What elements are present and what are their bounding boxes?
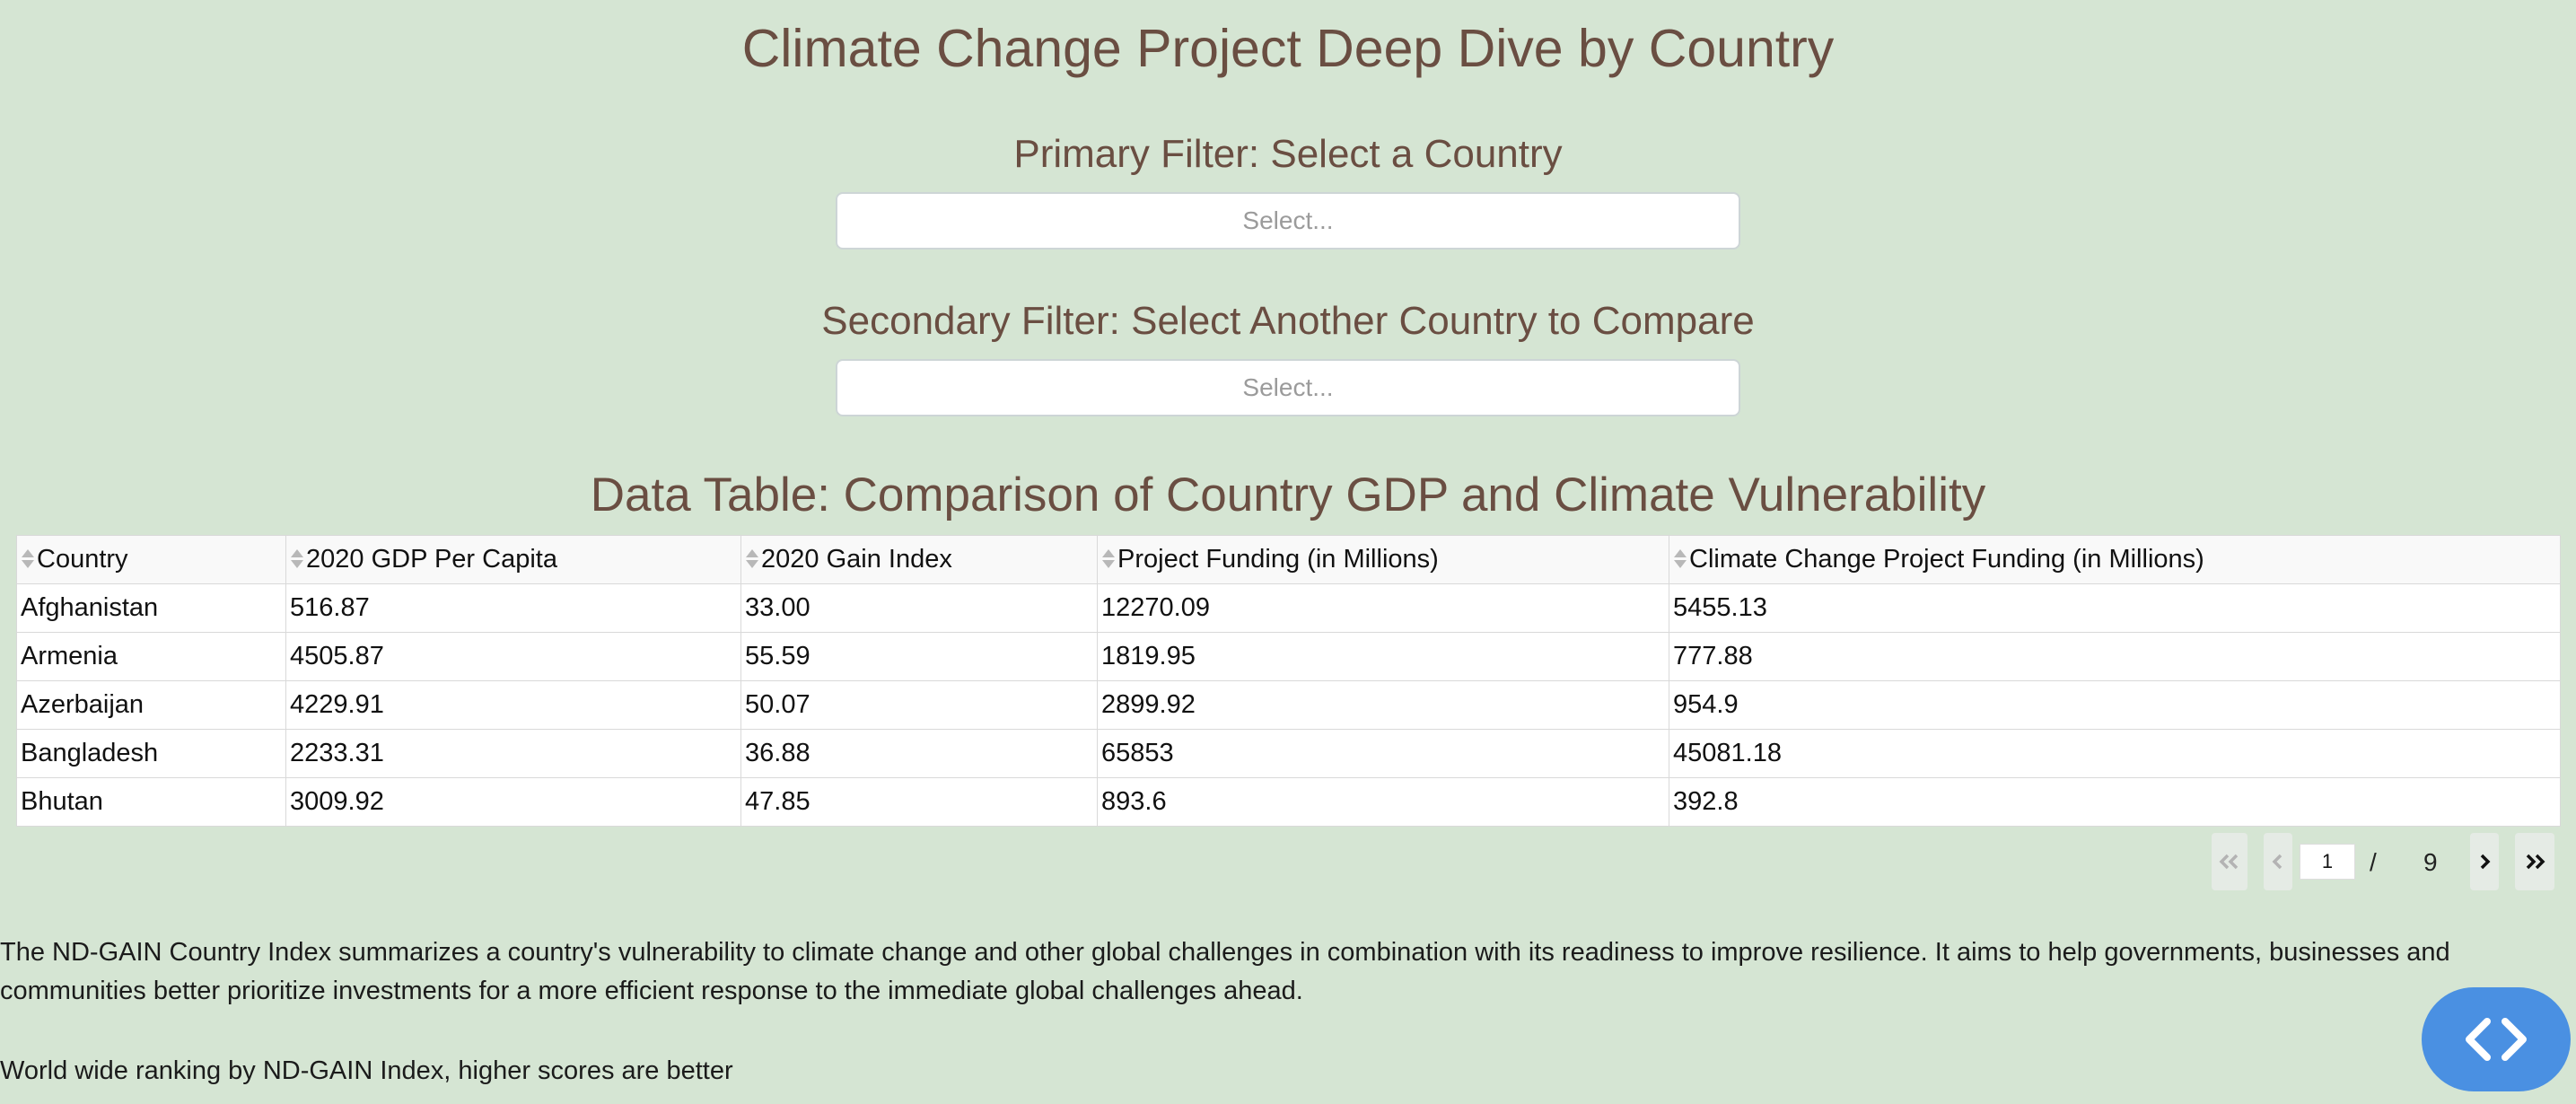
next-page-icon <box>2480 854 2491 870</box>
column-header-label: Country <box>37 545 128 574</box>
column-header-label: 2020 GDP Per Capita <box>306 545 557 574</box>
nd-gain-description: The ND-GAIN Country Index summarizes a c… <box>0 938 2450 1005</box>
page-separator: / <box>2370 848 2377 876</box>
cell-project-funding: 65853 <box>1097 729 1669 778</box>
secondary-country-select[interactable]: Select... <box>836 359 1740 416</box>
last-page-icon <box>2526 854 2545 870</box>
data-table: Country 2020 GDP Per Capita 2020 Gain In… <box>16 535 2561 827</box>
table-header-row: Country 2020 GDP Per Capita 2020 Gain In… <box>16 535 2561 584</box>
secondary-select-placeholder: Select... <box>1242 373 1334 401</box>
previous-page-button[interactable] <box>2264 833 2292 890</box>
last-page-button[interactable] <box>2515 833 2554 890</box>
column-header-country[interactable]: Country <box>16 535 286 584</box>
first-page-button[interactable] <box>2212 833 2247 890</box>
column-header-label: Project Funding (in Millions) <box>1117 545 1439 574</box>
table-row: Bhutan 3009.92 47.85 893.6 392.8 <box>16 777 2561 827</box>
cell-gdp: 2233.31 <box>285 729 741 778</box>
cell-project-funding: 1819.95 <box>1097 632 1669 681</box>
cell-project-funding: 893.6 <box>1097 777 1669 827</box>
cell-climate-funding: 45081.18 <box>1669 729 2561 778</box>
sort-icon[interactable] <box>1101 549 1116 569</box>
cell-gdp: 4229.91 <box>285 680 741 730</box>
column-header-project-funding[interactable]: Project Funding (in Millions) <box>1097 535 1669 584</box>
secondary-filter-label: Secondary Filter: Select Another Country… <box>821 299 1755 343</box>
first-page-icon <box>2219 854 2239 870</box>
code-brackets-icon <box>2466 1018 2527 1061</box>
cell-gdp: 516.87 <box>285 583 741 633</box>
current-page-input[interactable] <box>2300 844 2355 880</box>
previous-page-icon <box>2272 854 2282 870</box>
debug-menu-button[interactable] <box>2422 987 2571 1091</box>
sort-icon[interactable] <box>290 549 304 569</box>
column-header-climate-funding[interactable]: Climate Change Project Funding (in Milli… <box>1669 535 2561 584</box>
cell-project-funding: 2899.92 <box>1097 680 1669 730</box>
cell-climate-funding: 954.9 <box>1669 680 2561 730</box>
cell-gain-index: 47.85 <box>740 777 1098 827</box>
table-row: Afghanistan 516.87 33.00 12270.09 5455.1… <box>16 583 2561 633</box>
sort-icon[interactable] <box>21 549 35 569</box>
cell-gain-index: 50.07 <box>740 680 1098 730</box>
cell-gdp: 4505.87 <box>285 632 741 681</box>
cell-project-funding: 12270.09 <box>1097 583 1669 633</box>
cell-gain-index: 55.59 <box>740 632 1098 681</box>
primary-select-placeholder: Select... <box>1242 206 1334 234</box>
cell-gain-index: 33.00 <box>740 583 1098 633</box>
cell-gdp: 3009.92 <box>285 777 741 827</box>
table-row: Armenia 4505.87 55.59 1819.95 777.88 <box>16 632 2561 681</box>
cell-climate-funding: 5455.13 <box>1669 583 2561 633</box>
cell-country: Armenia <box>16 632 286 681</box>
column-header-label: Climate Change Project Funding (in Milli… <box>1689 545 2204 574</box>
column-header-gdp[interactable]: 2020 GDP Per Capita <box>285 535 741 584</box>
page-title: Climate Change Project Deep Dive by Coun… <box>741 19 1835 78</box>
cell-country: Azerbaijan <box>16 680 286 730</box>
column-header-gain-index[interactable]: 2020 Gain Index <box>740 535 1098 584</box>
cell-country: Bhutan <box>16 777 286 827</box>
table-row: Azerbaijan 4229.91 50.07 2899.92 954.9 <box>16 680 2561 730</box>
cell-climate-funding: 777.88 <box>1669 632 2561 681</box>
primary-country-select[interactable]: Select... <box>836 192 1740 250</box>
cell-climate-funding: 392.8 <box>1669 777 2561 827</box>
ranking-caption: World wide ranking by ND-GAIN Index, hig… <box>0 1056 733 1085</box>
primary-filter-label: Primary Filter: Select a Country <box>1013 132 1563 176</box>
total-pages: 9 <box>2423 848 2438 876</box>
sort-icon[interactable] <box>1673 549 1687 569</box>
column-header-label: 2020 Gain Index <box>761 545 952 574</box>
cell-gain-index: 36.88 <box>740 729 1098 778</box>
cell-country: Afghanistan <box>16 583 286 633</box>
table-row: Bangladesh 2233.31 36.88 65853 45081.18 <box>16 729 2561 778</box>
sort-icon[interactable] <box>745 549 759 569</box>
table-title: Data Table: Comparison of Country GDP an… <box>590 469 1986 521</box>
next-page-button[interactable] <box>2470 833 2499 890</box>
cell-country: Bangladesh <box>16 729 286 778</box>
